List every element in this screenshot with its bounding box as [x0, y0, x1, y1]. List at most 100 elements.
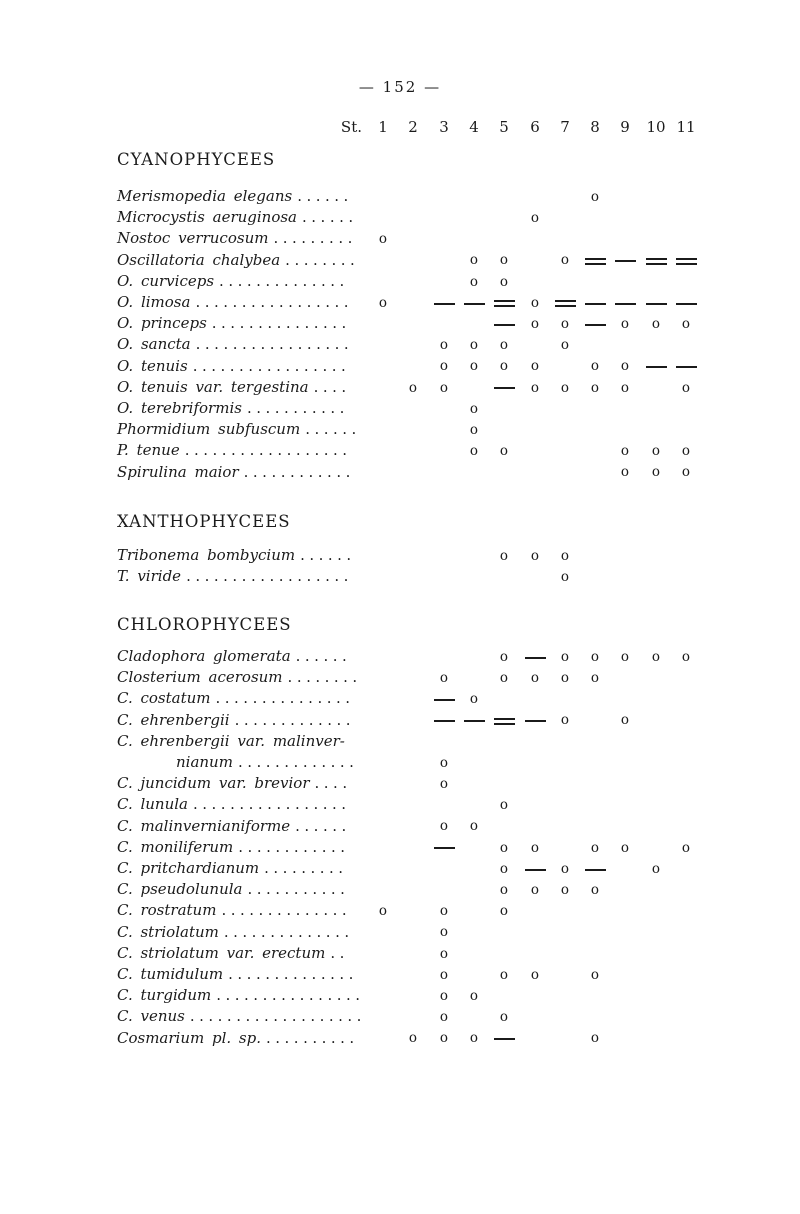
- station-header-number: 1: [378, 118, 388, 136]
- presence-circle-mark: o: [620, 839, 630, 856]
- leader-dots: .................: [195, 335, 354, 354]
- station-mark-cell: o: [398, 378, 428, 399]
- single-dash-mark: [463, 302, 485, 305]
- species-row: C. lunula................. o: [0, 795, 800, 816]
- single-dash-mark: [493, 387, 515, 390]
- station-mark-cell: o: [368, 901, 398, 922]
- presence-circle-mark: o: [439, 945, 449, 962]
- species-name: Oscillatoria chalybea: [117, 250, 281, 269]
- single-dash-mark: [614, 260, 636, 263]
- presence-circle-mark: o: [499, 273, 509, 290]
- single-dash-mark: [675, 302, 697, 305]
- presence-circle-mark: o: [681, 464, 691, 481]
- leader-dots: .............: [237, 752, 359, 771]
- station-mark-cell: o: [429, 335, 459, 356]
- leader-dots: ..: [330, 943, 349, 962]
- station-mark-cell: o: [459, 689, 489, 710]
- species-name: O. limosa: [117, 293, 191, 311]
- station-mark-cell: o: [489, 357, 519, 378]
- presence-circle-mark: o: [469, 421, 479, 438]
- presence-circle-mark: o: [499, 648, 509, 665]
- species-name-line: O. curviceps..............: [117, 272, 349, 290]
- station-mark-cell: o: [671, 378, 701, 399]
- presence-circle-mark: o: [499, 337, 509, 354]
- leader-dots: ...............: [211, 314, 351, 333]
- station-mark-cell: o: [641, 441, 671, 462]
- presence-circle-mark: o: [469, 1030, 479, 1047]
- species-name: Closterium acerosum: [117, 668, 283, 687]
- single-dash-mark: [584, 302, 606, 305]
- presence-circle-mark: o: [651, 860, 661, 877]
- station-mark-cell: [641, 293, 671, 314]
- station-mark-cell: o: [459, 357, 489, 378]
- species-row: O. terebriformis........... o: [0, 399, 800, 420]
- species-row: C. tumidulum.............. o o o o: [0, 965, 800, 986]
- species-row: C. ehrenbergii var. malinver-nianum.....…: [0, 732, 800, 774]
- single-dash-mark: [493, 1038, 515, 1041]
- presence-circle-mark: o: [560, 568, 570, 585]
- species-row: Nostoc verrucosum......... o: [0, 229, 800, 250]
- double-dash-mark: [554, 300, 576, 307]
- station-mark-cell: [520, 647, 550, 668]
- species-row: C. pritchardianum......... o o o: [0, 859, 800, 880]
- presence-circle-mark: o: [651, 315, 661, 332]
- presence-circle-mark: o: [620, 358, 630, 375]
- leader-dots: .................: [192, 356, 351, 375]
- station-mark-cell: [459, 293, 489, 314]
- station-mark-cell: o: [550, 880, 580, 901]
- species-row: C. malinvernianiforme...... o o: [0, 817, 800, 838]
- station-mark-cell: o: [641, 647, 671, 668]
- page-number: — 152 —: [358, 78, 442, 96]
- species-name: T. viride: [117, 567, 182, 586]
- station-mark-cell: o: [459, 272, 489, 293]
- species-name-line: O. princeps...............: [117, 314, 351, 332]
- station-mark-cell: o: [671, 647, 701, 668]
- presence-circle-mark: o: [590, 358, 600, 375]
- presence-circle-mark: o: [530, 881, 540, 898]
- species-name: C. malinvernianiforme: [117, 816, 291, 835]
- species-name-line: O. sancta.................: [117, 335, 353, 353]
- species-name: Microcystis aeruginosa: [117, 208, 298, 227]
- station-mark-cell: [429, 838, 459, 859]
- section-heading: CYANOPHYCEES: [117, 150, 276, 169]
- station-mark-cell: o: [489, 901, 519, 922]
- species-name: C. pritchardianum: [117, 859, 260, 877]
- station-header-number: 10: [646, 118, 666, 136]
- station-mark-cell: o: [550, 668, 580, 689]
- leader-dots: ...............: [215, 689, 355, 708]
- station-mark-cell: o: [610, 441, 640, 462]
- station-mark-cell: [489, 293, 519, 314]
- presence-circle-mark: o: [499, 881, 509, 898]
- station-mark-cell: [580, 314, 610, 335]
- leader-dots: ......: [295, 647, 352, 665]
- species-row: C. ehrenbergii............. o o: [0, 711, 800, 732]
- species-row: O. princeps............... o o o o o: [0, 314, 800, 335]
- single-dash-mark: [584, 323, 606, 326]
- presence-circle-mark: o: [499, 839, 509, 856]
- presence-circle-mark: o: [439, 924, 449, 941]
- station-mark-cell: o: [429, 923, 459, 944]
- station-mark-cell: [610, 251, 640, 272]
- single-dash-mark: [675, 366, 697, 369]
- presence-circle-mark: o: [408, 379, 418, 396]
- species-row: O. tenuis................. o o o o o o: [0, 357, 800, 378]
- station-mark-cell: o: [489, 668, 519, 689]
- presence-circle-mark: o: [620, 443, 630, 460]
- station-mark-cell: o: [429, 1007, 459, 1028]
- species-name: O. curviceps: [117, 271, 215, 290]
- station-mark-cell: o: [550, 567, 580, 588]
- presence-circle-mark: o: [439, 775, 449, 792]
- single-dash-mark: [463, 720, 485, 723]
- species-name-line: T. viride..................: [117, 567, 353, 585]
- station-mark-cell: o: [398, 1029, 428, 1050]
- single-dash-mark: [584, 868, 606, 871]
- presence-circle-mark: o: [590, 1030, 600, 1047]
- station-mark-cell: [429, 293, 459, 314]
- station-mark-cell: o: [550, 335, 580, 356]
- presence-circle-mark: o: [530, 966, 540, 983]
- station-mark-cell: [520, 859, 550, 880]
- presence-circle-mark: o: [439, 966, 449, 983]
- station-mark-cell: o: [489, 441, 519, 462]
- species-name: O. tenuis var. tergestina: [117, 377, 309, 396]
